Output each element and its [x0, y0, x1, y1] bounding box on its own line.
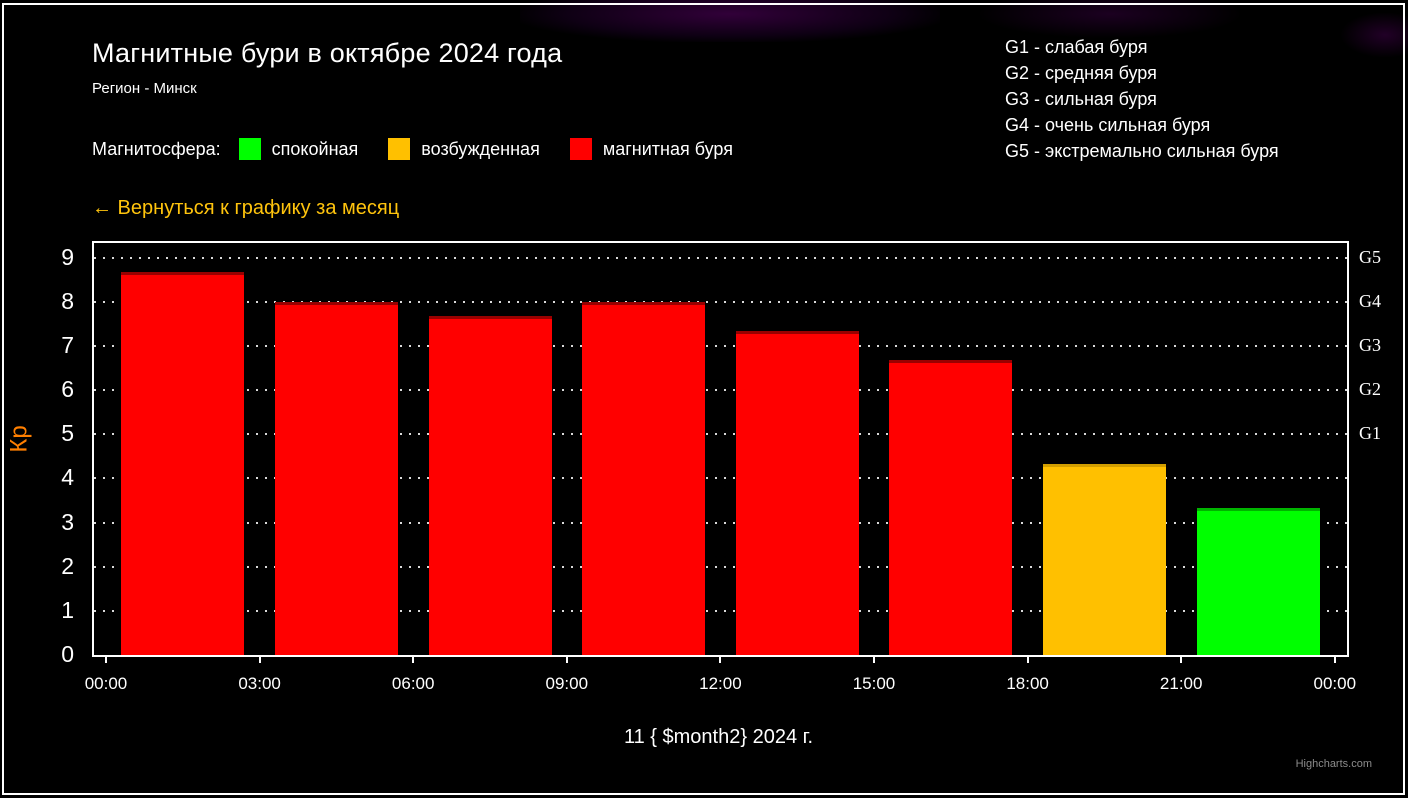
y-axis-tick-label: 4 [61, 464, 74, 491]
kp-bar-09:00-12:00[interactable] [582, 301, 706, 655]
y-axis-tick-label: 3 [61, 508, 74, 535]
chart-subtitle: Регион - Минск [92, 80, 197, 97]
x-axis-tick-label: 21:00 [1159, 674, 1203, 693]
kp-bar-21:00-00:00[interactable] [1196, 507, 1320, 655]
x-axis-tick-label: 00:00 [1313, 674, 1357, 693]
y-axis-tick-label: 6 [61, 376, 74, 403]
x-axis-tick-label: 18:00 [1006, 674, 1049, 693]
grid-line-kp-8 [94, 300, 1347, 303]
grid-line-kp-2 [94, 565, 1347, 568]
x-axis-tick-label: 09:00 [545, 674, 589, 693]
kp-bar-06:00-09:00[interactable] [428, 316, 552, 655]
x-axis-tick-label: 06:00 [391, 674, 435, 693]
chart-title: Магнитные бури в октябре 2024 года [92, 38, 563, 68]
storm-scale-g4: G4 - очень сильная буря [1005, 115, 1211, 135]
x-axis-tick [1180, 655, 1183, 663]
grid-line-kp-7 [94, 344, 1347, 347]
x-axis-tick-label: 12:00 [699, 674, 742, 693]
legend-item-excited: возбужденная [388, 138, 540, 160]
x-axis-tick [1333, 655, 1336, 663]
magnetosphere-legend: Магнитосфера: спокойная возбужденная маг… [92, 138, 763, 160]
grid-line-kp-4 [94, 477, 1347, 480]
x-axis-tick-label: 00:00 [84, 674, 128, 693]
x-axis-tick-label: 15:00 [852, 674, 896, 693]
x-axis-tick [258, 655, 261, 663]
kp-bar-00:00-03:00[interactable] [121, 272, 245, 655]
kp-bar-03:00-06:00[interactable] [274, 301, 398, 655]
grid-line-kp-1 [94, 609, 1347, 612]
y-axis-tick-label: 5 [61, 420, 74, 447]
storm-scale-g3: G3 - сильная буря [1005, 89, 1157, 109]
right-axis-label-g5: G5 [1359, 246, 1381, 267]
grid-line-kp-3 [94, 521, 1347, 524]
y-axis-tick-label: 2 [61, 552, 74, 579]
quiet-color-swatch [238, 138, 261, 160]
right-axis-label-g3: G3 [1359, 334, 1381, 355]
x-axis-tick [719, 655, 722, 663]
y-axis-tick-label: 0 [61, 641, 74, 667]
grid-line-kp-6 [94, 389, 1347, 392]
legend-item-label: магнитная буря [602, 138, 733, 159]
legend-item-quiet: спокойная [238, 138, 359, 160]
kp-bar-12:00-15:00[interactable] [735, 331, 859, 655]
y-axis-tick-label: 7 [61, 331, 74, 358]
legend-item-storm: магнитная буря [569, 138, 733, 160]
storm-color-swatch [569, 138, 592, 160]
right-axis-label-g1: G1 [1359, 423, 1381, 444]
grid-line-kp-9 [94, 256, 1347, 259]
back-to-month-link[interactable]: ← Вернуться к графику за месяц [92, 197, 400, 219]
y-axis-tick-label: 8 [61, 287, 74, 314]
x-axis-tick [565, 655, 568, 663]
excited-color-swatch [388, 138, 411, 160]
y-axis-tick-label: 9 [61, 243, 74, 270]
y-axis-title: Кр [5, 425, 33, 453]
legend-item-label: возбужденная [421, 138, 540, 159]
right-axis-label-g4: G4 [1359, 290, 1381, 311]
kp-bar-18:00-21:00[interactable] [1042, 463, 1166, 655]
legend-label: Магнитосфера: [92, 138, 221, 159]
grid-line-kp-5 [94, 433, 1347, 436]
storm-scale-g1: G1 - слабая буря [1005, 37, 1148, 57]
x-axis-tick [873, 655, 875, 663]
storm-scale-g2: G2 - средняя буря [1005, 63, 1157, 83]
storm-scale-legend: G1 - слабая буря G2 - средняя буря G3 - … [1005, 34, 1279, 164]
plot-area: 0 1 2 3 4 5 6 7 8 9 G1 G2 G3 G4 G5 00:00 03:00 06:00 09:00… [61, 241, 1381, 693]
chart-border-frame [2, 3, 1405, 795]
y-axis-tick-label: 1 [61, 596, 74, 623]
x-axis-tick [1026, 655, 1029, 663]
storm-scale-g5: G5 - экстремально сильная буря [1005, 141, 1279, 161]
legend-item-label: спокойная [271, 138, 359, 159]
right-axis-label-g2: G2 [1359, 379, 1381, 400]
x-axis-title: 11 { $month2} 2024 г. [623, 726, 814, 748]
highcharts-credit-link[interactable]: Highcharts.com [1295, 758, 1372, 770]
x-axis-tick-label: 03:00 [238, 674, 281, 693]
x-axis-tick [412, 655, 415, 663]
x-axis-tick [105, 655, 107, 663]
kp-bar-15:00-18:00[interactable] [889, 360, 1013, 655]
